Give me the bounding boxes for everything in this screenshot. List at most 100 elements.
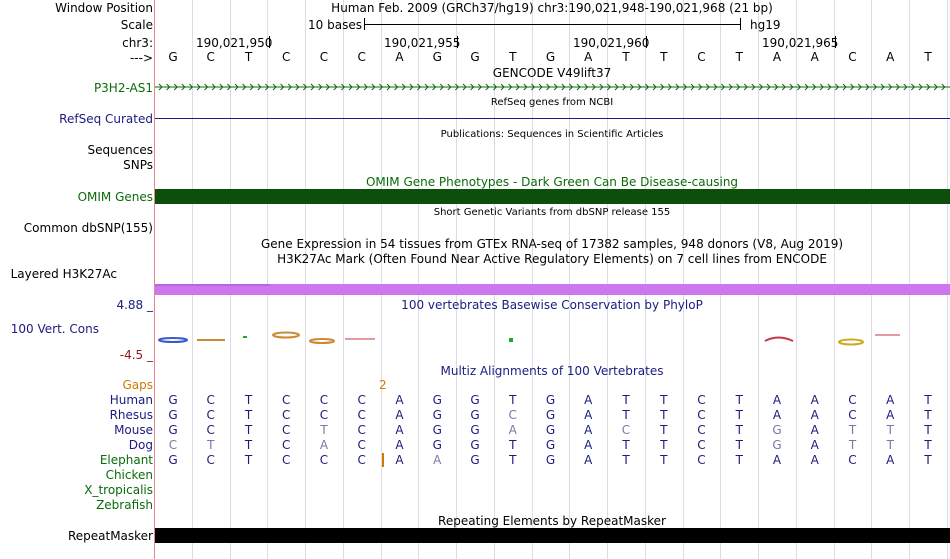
species-label[interactable]: Human xyxy=(109,393,153,407)
grid-line xyxy=(607,0,609,559)
grid-line xyxy=(531,0,533,559)
alignment-base: C xyxy=(697,453,706,467)
species-label[interactable]: X_tropicalis xyxy=(84,483,153,497)
repeatmasker-bar[interactable] xyxy=(155,528,950,543)
gaps-count: 2 xyxy=(379,378,387,392)
alignment-base: C xyxy=(357,423,366,437)
grid-line xyxy=(833,0,835,559)
alignment-base: G xyxy=(772,438,782,452)
alignment-base: C xyxy=(282,453,291,467)
alignment-base: T xyxy=(320,423,328,437)
grid-line xyxy=(569,0,571,559)
grid-line xyxy=(946,0,948,559)
ruler-tick-3 xyxy=(646,36,647,48)
alignment-base: A xyxy=(810,438,819,452)
alignment-base: A xyxy=(886,453,895,467)
phylop-max-value: 4.88 _ xyxy=(116,298,153,312)
reference-base: G xyxy=(470,50,480,64)
alignment-base: C xyxy=(357,453,366,467)
alignment-base: A xyxy=(584,453,593,467)
species-label[interactable]: Rhesus xyxy=(109,408,153,422)
track-label-repeatmasker[interactable]: RepeatMasker xyxy=(67,529,153,543)
grid-line xyxy=(380,0,382,559)
species-label[interactable]: Zebrafish xyxy=(96,498,153,512)
track-label-common-dbsnp[interactable]: Common dbSNP(155) xyxy=(23,221,153,235)
alignment-base: A xyxy=(810,423,819,437)
reference-base: G xyxy=(168,50,178,64)
alignment-base: C xyxy=(319,408,329,422)
h3k27ac-signal-bar[interactable] xyxy=(155,284,950,295)
alignment-base: A xyxy=(810,393,819,407)
scale-bar xyxy=(364,24,741,25)
reference-base: T xyxy=(924,50,932,64)
alignment-base: T xyxy=(622,438,630,452)
alignment-base: A xyxy=(810,453,819,467)
alignment-base: G xyxy=(545,438,556,452)
reference-base: T xyxy=(244,50,253,64)
species-label[interactable]: Elephant xyxy=(99,453,153,467)
alignment-base: T xyxy=(735,393,743,407)
track-label-100-vert-cons[interactable]: 100 Vert. Cons xyxy=(10,322,99,336)
alignment-base: A xyxy=(395,393,404,407)
window-position-text: Human Feb. 2009 (GRCh37/hg19) chr3:190,0… xyxy=(331,1,773,15)
alignment-base: G xyxy=(545,423,556,437)
omim-gene-bar[interactable] xyxy=(155,189,950,204)
alignment-base: A xyxy=(395,438,404,452)
reference-base: G xyxy=(545,50,556,64)
ruler-position-3: 190,021,960 xyxy=(573,36,650,50)
alignment-base: C xyxy=(848,453,857,467)
track-label-gaps[interactable]: Gaps xyxy=(122,378,153,392)
track-label-snps[interactable]: SNPs xyxy=(123,158,153,172)
alignment-base: C xyxy=(848,393,857,407)
scale-bar-label: 10 bases xyxy=(308,18,362,32)
alignment-base: C xyxy=(697,408,706,422)
alignment-base: T xyxy=(924,438,932,452)
species-label[interactable]: Mouse xyxy=(114,423,153,437)
reference-base: C xyxy=(357,50,366,64)
gencode-gene-feature[interactable] xyxy=(155,82,950,92)
alignment-base: T xyxy=(244,393,253,407)
track-label-p3h2-as1[interactable]: P3H2-AS1 xyxy=(93,81,153,95)
alignment-base: T xyxy=(244,408,253,422)
alignment-base: G xyxy=(545,453,556,467)
track-label-omim-genes[interactable]: OMIM Genes xyxy=(77,190,153,204)
alignment-base: T xyxy=(924,393,932,407)
alignment-base: C xyxy=(357,438,366,452)
alignment-base: A xyxy=(584,423,593,437)
ruler-position-2: 190,021,955 xyxy=(384,36,461,50)
alignment-base: G xyxy=(470,438,480,452)
alignment-base: A xyxy=(395,453,404,467)
reference-base: A xyxy=(810,50,819,64)
alignment-base: G xyxy=(432,423,442,437)
phylop-sequence-logo[interactable] xyxy=(155,330,950,350)
panel-divider[interactable] xyxy=(154,0,155,559)
strand-arrow-label[interactable]: ---> xyxy=(129,51,153,65)
track-label-refseq-curated[interactable]: RefSeq Curated xyxy=(59,112,153,126)
grid-line xyxy=(493,0,495,559)
alignment-base: C xyxy=(697,423,706,437)
grid-line xyxy=(720,0,722,559)
phylop-min-value: -4.5 _ xyxy=(119,348,153,362)
species-label[interactable]: Dog xyxy=(128,438,153,452)
gencode-track-title: GENCODE V49lift37 xyxy=(492,66,612,80)
alignment-base: A xyxy=(395,408,404,422)
alignment-base: T xyxy=(660,408,668,422)
alignment-base: T xyxy=(735,408,743,422)
grid-line xyxy=(191,0,193,559)
alignment-base: T xyxy=(509,438,517,452)
species-label[interactable]: Chicken xyxy=(105,468,153,482)
alignment-base: C xyxy=(357,393,366,407)
ruler-position-4: 190,021,965 xyxy=(762,36,839,50)
alignment-base: G xyxy=(470,453,480,467)
alignment-base: T xyxy=(244,438,253,452)
browser-track-image[interactable]: Human Feb. 2009 (GRCh37/hg19) chr3:190,0… xyxy=(155,0,950,559)
alignment-base: T xyxy=(622,453,630,467)
alignment-base: T xyxy=(924,408,932,422)
track-label-sequences[interactable]: Sequences xyxy=(87,143,153,157)
refseq-gene-line[interactable] xyxy=(155,118,950,119)
h3k27ac-signal-peak xyxy=(155,284,270,286)
alignment-base: T xyxy=(886,438,894,452)
alignment-base: G xyxy=(168,393,178,407)
grid-line xyxy=(229,0,231,559)
track-label-layered-h3k27ac[interactable]: Layered H3K27Ac xyxy=(10,267,117,281)
